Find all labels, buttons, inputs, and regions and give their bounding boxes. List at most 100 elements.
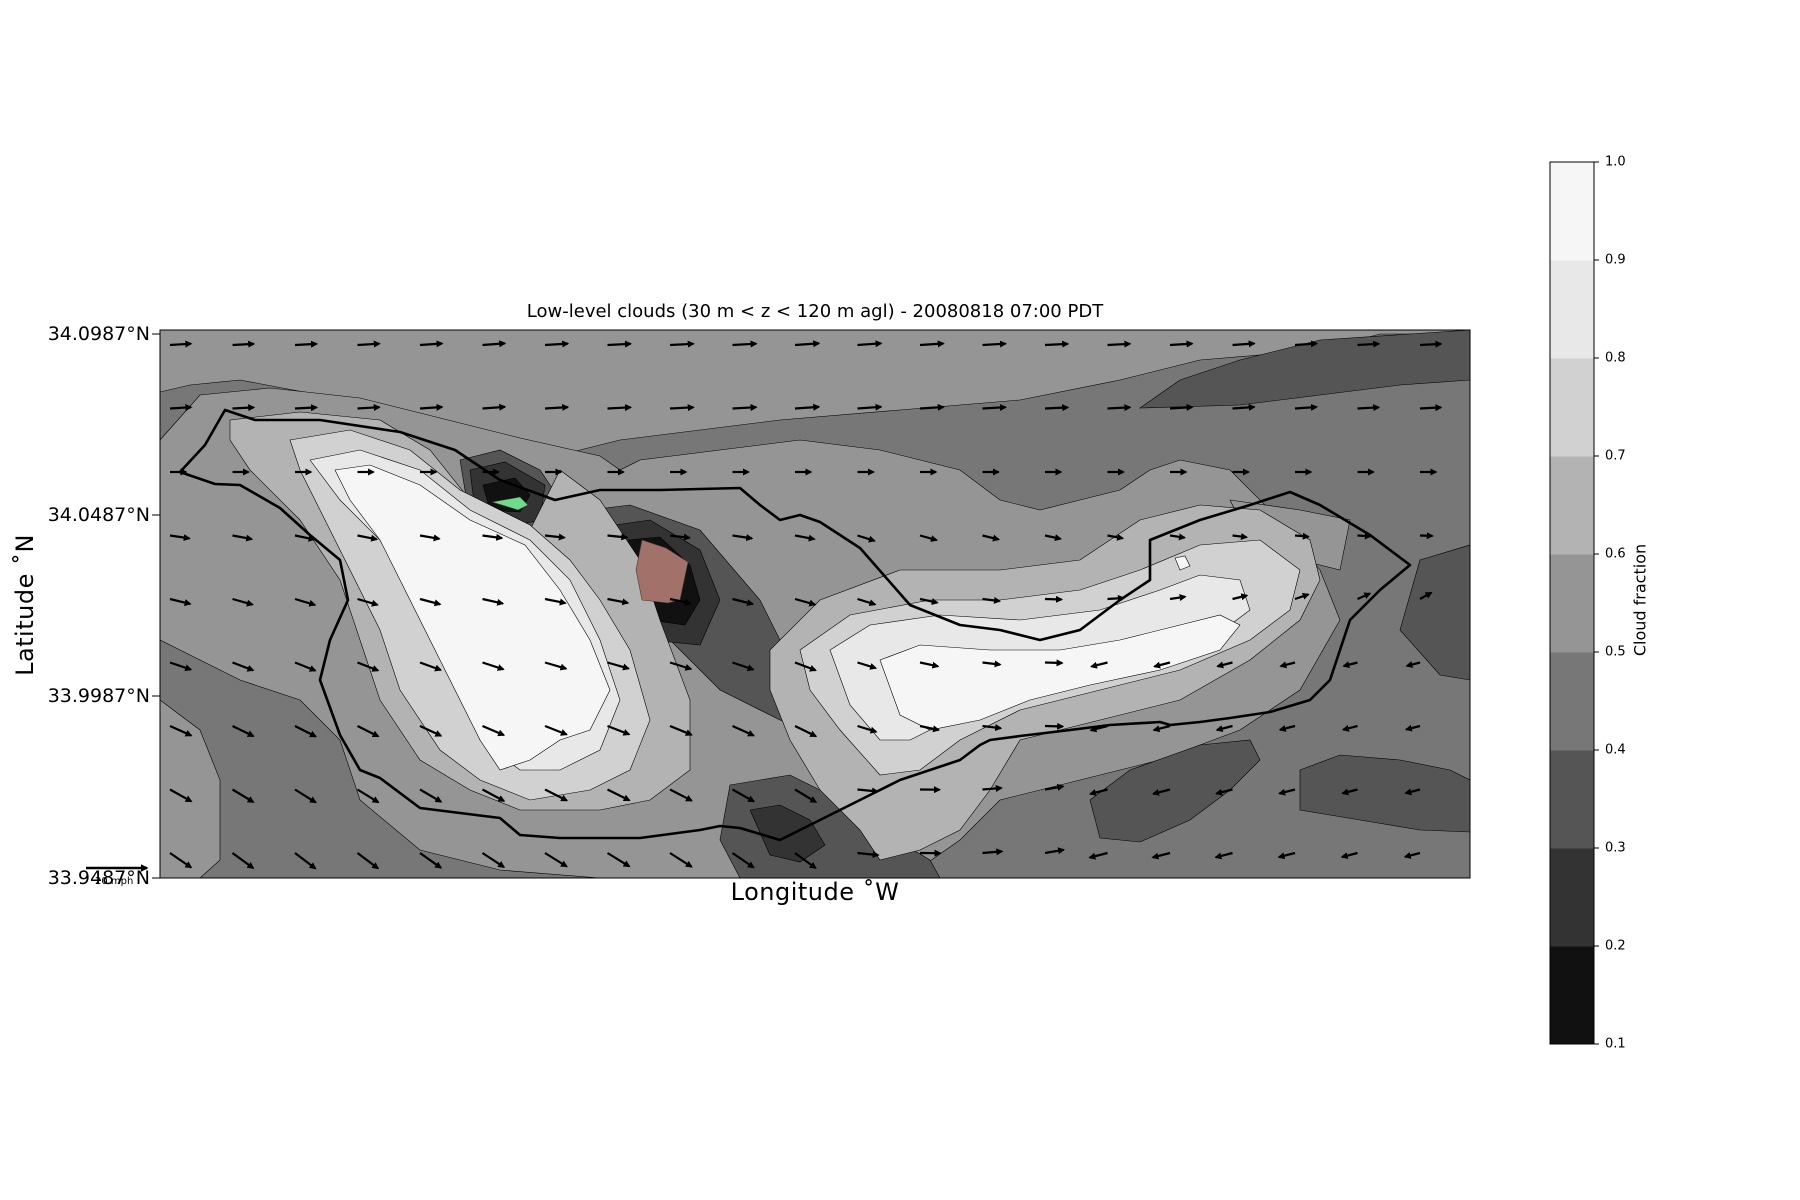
- wind-arrow: [544, 661, 568, 671]
- colorbar-tick-0.3: 0.3: [1605, 840, 1626, 856]
- wind-arrow: [857, 340, 883, 348]
- wind-arrow: [1088, 788, 1108, 796]
- wind-arrow: [1169, 594, 1187, 602]
- wind-arrow: [1044, 722, 1065, 730]
- colorbar-segment-4: [1550, 652, 1594, 751]
- y-tick-label-2: 34.0487°N: [47, 504, 150, 526]
- wind-arrow: [857, 787, 880, 795]
- wind-arrow: [544, 403, 570, 411]
- wind-arrow: [169, 597, 192, 606]
- wind-arrow: [1279, 661, 1296, 669]
- wind-arrow: [982, 404, 1008, 412]
- wind-arrow: [1089, 724, 1108, 733]
- wind-arrow: [732, 661, 755, 672]
- colorbar-segment-3: [1550, 750, 1594, 849]
- wind-arrow: [482, 533, 504, 541]
- wind-arrow: [1278, 788, 1296, 796]
- coastline: [178, 408, 1412, 842]
- wind-arrow: [1044, 340, 1070, 348]
- wind-arrow: [1357, 404, 1381, 412]
- wind-arrow: [169, 340, 193, 348]
- colorbar-segment-5: [1550, 554, 1594, 653]
- wind-arrow: [857, 724, 878, 734]
- contour-level-0.3-0.4-right-upper: [1139, 330, 1470, 409]
- wind-arrow: [1044, 595, 1064, 603]
- wind-arrow: [1107, 404, 1132, 412]
- wind-arrow: [1232, 533, 1248, 541]
- wind-arrow: [1277, 851, 1296, 860]
- wind-arrow: [294, 788, 317, 804]
- wind-arrow: [732, 534, 754, 542]
- wind-arrow: [919, 534, 938, 542]
- wind-arrow: [232, 404, 256, 412]
- wind-arrow: [419, 597, 442, 607]
- wind-arrow: [544, 597, 567, 606]
- contour-plot-area: [160, 330, 1470, 878]
- wind-arrow: [1341, 788, 1358, 796]
- wind-arrow: [482, 597, 505, 606]
- wind-arrow: [1403, 851, 1421, 859]
- wind-arrow: [419, 534, 441, 542]
- wind-arrow: [794, 597, 817, 607]
- wind-arrow: [544, 852, 568, 868]
- wind-arrow: [1088, 851, 1108, 860]
- wind-arrow: [669, 533, 691, 541]
- wind-arrow: [1153, 661, 1171, 669]
- contour-level-0.9-1.0-right-island: [879, 614, 1241, 731]
- wind-arrow: [669, 852, 693, 868]
- wind-arrow: [232, 725, 255, 738]
- wind-arrow: [794, 534, 816, 542]
- colorbar-segment-2: [1550, 848, 1594, 947]
- wind-arrow: [1232, 403, 1256, 411]
- wind-arrow: [1151, 851, 1171, 860]
- colorbar-segment-8: [1550, 260, 1594, 359]
- wind-arrow: [231, 788, 255, 804]
- wind-arrow: [1169, 403, 1194, 411]
- colorbar-tick-0.5: 0.5: [1605, 644, 1626, 660]
- wind-arrow: [982, 596, 1001, 604]
- wind-arrow: [1340, 851, 1358, 860]
- wind-arrow: [1405, 661, 1421, 668]
- wind-arrow: [607, 724, 631, 736]
- wind-arrow: [294, 661, 317, 672]
- wind-arrow: [794, 661, 817, 672]
- wind-arrow: [669, 597, 692, 606]
- wind-arrow: [794, 725, 818, 738]
- wind-arrow: [1294, 340, 1319, 348]
- wind-arrow: [1169, 533, 1186, 541]
- wind-arrow: [232, 661, 255, 672]
- contour-level-0.3-0.4-right-edge: [1399, 544, 1470, 681]
- wind-arrow: [1169, 340, 1194, 348]
- wind-arrow: [919, 661, 940, 669]
- wind-arrow: [1090, 661, 1108, 669]
- y-tick-label-3: 33.9987°N: [47, 685, 150, 707]
- wind-arrow: [732, 597, 755, 607]
- y-axis-label: Latitude ˚N: [11, 534, 39, 676]
- wind-arrow: [1215, 788, 1233, 796]
- contour-level-0.3-0.4-lower-center: [1089, 739, 1261, 843]
- wind-arrow: [607, 340, 633, 348]
- tan-patch: [635, 539, 689, 604]
- wind-arrow: [1215, 724, 1233, 733]
- chart-title: Low-level clouds (30 m < z < 120 m agl) …: [526, 301, 1104, 322]
- wind-arrow: [919, 403, 945, 411]
- colorbar-tick-0.9: 0.9: [1605, 252, 1626, 268]
- wind-arrow: [1294, 403, 1319, 411]
- wind-arrow: [1342, 661, 1358, 669]
- colorbar-tick-0.1: 0.1: [1605, 1036, 1626, 1052]
- wind-arrow: [982, 784, 1003, 792]
- colorbar-segment-7: [1550, 358, 1594, 457]
- y-tick-label-1: 34.0987°N: [47, 323, 150, 345]
- colorbar-tick-0.6: 0.6: [1605, 546, 1626, 562]
- wind-arrow: [169, 852, 193, 869]
- wind-arrow: [919, 724, 940, 733]
- wind-arrow: [481, 852, 506, 869]
- y-axis-ticks: [152, 333, 160, 879]
- wind-arrow: [919, 340, 945, 348]
- wind-arrow: [294, 597, 317, 607]
- wind-arrow: [294, 534, 316, 542]
- wind-arrow: [794, 852, 817, 869]
- wind-arrow: [982, 534, 1000, 542]
- wind-arrow: [1419, 404, 1443, 412]
- wind-arrow: [232, 340, 256, 348]
